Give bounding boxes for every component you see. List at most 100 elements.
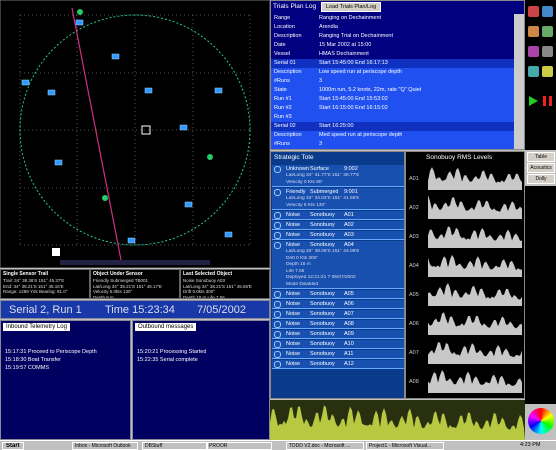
outbound-title: Outbound messages	[135, 323, 196, 331]
tool-icon[interactable]	[528, 6, 539, 17]
plan-value: Start 16:15:00 End 16:15:02	[319, 105, 388, 111]
tool-icon[interactable]	[542, 66, 553, 77]
tote-type: Sonobuoy	[310, 212, 335, 218]
tote-type: Sonobuoy	[310, 222, 335, 228]
side-button[interactable]: Acoustics	[527, 163, 555, 173]
tote-icon	[274, 222, 281, 229]
plan-key: Description	[274, 33, 302, 39]
start-button[interactable]: Start	[2, 442, 24, 450]
tote-id: A12	[344, 361, 354, 367]
play-button[interactable]	[529, 96, 538, 106]
inbound-line: 15:18:30 Boat Transfer	[5, 357, 61, 363]
plan-key: Range	[274, 15, 290, 21]
task-button[interactable]: DBStuff	[142, 442, 208, 450]
tool-icon[interactable]	[542, 46, 553, 57]
rms-trace	[428, 193, 522, 219]
tote-icon	[274, 212, 281, 219]
tote-id: A08	[344, 321, 354, 327]
plan-row: Serial 02 Start 16:25:00	[271, 122, 514, 131]
date: 7/05/2002	[197, 304, 246, 316]
info-line: End: 34° 38.21'S 151° 45.16'E	[3, 284, 64, 289]
buoy-label: A05	[409, 292, 419, 298]
tote-kind: Noise	[286, 301, 300, 307]
trials-title: Trials Plan Log	[273, 3, 316, 10]
plan-value: 15 Mar 2002 at 15:00	[319, 42, 371, 48]
plan-key: Date	[274, 42, 286, 48]
tote-type: Sonobuoy	[310, 321, 335, 327]
side-button[interactable]: Table	[527, 152, 555, 162]
buoy-label: A01	[409, 176, 419, 182]
tool-icon[interactable]	[542, 26, 553, 37]
plan-value: Ranging on Dechainment	[319, 15, 381, 21]
rms-trace	[428, 367, 522, 393]
tool-icon[interactable]	[542, 6, 553, 17]
tote-detail: Lat/Long 34° 41.77'S 151° 38.77'E	[286, 173, 359, 178]
tote-id: 9:001	[344, 189, 358, 195]
info-line: Velocity 5.0kts 130°	[93, 289, 132, 294]
tool-icon[interactable]	[528, 26, 539, 37]
plan-value: 3	[319, 141, 322, 147]
task-button[interactable]: Project1 - Microsoft Visual...	[366, 442, 444, 450]
plan-value: Start 15:45:00 End 16:17:13	[319, 60, 388, 66]
tote-type: Sonobuoy	[310, 361, 335, 367]
tote-type: Sonobuoy	[310, 311, 335, 317]
plan-key: Description	[274, 69, 302, 75]
plan-key: State	[274, 87, 287, 93]
load-button[interactable]: Load Trials Plan/Log	[321, 2, 381, 12]
plan-key: Serial 02	[274, 123, 296, 129]
tool-icon[interactable]	[528, 66, 539, 77]
task-button[interactable]: PROOR	[206, 442, 272, 450]
tote-kind: Noise	[286, 212, 300, 218]
pause-button[interactable]	[543, 96, 552, 106]
tote-icon	[274, 166, 281, 173]
tote-icon	[274, 189, 281, 196]
rms-trace	[428, 251, 522, 277]
clock-time: Time 15:23:34	[105, 304, 175, 316]
tote-kind: Noise	[286, 341, 300, 347]
task-button[interactable]: TDDD V2.doc - Microsoft ...	[286, 442, 364, 450]
info-title: Object Under Sensor	[93, 271, 143, 277]
plan-key: Location	[274, 24, 295, 30]
radar-display	[0, 0, 270, 268]
info-line: Drift 0.0kts 300°	[183, 289, 215, 294]
tote-detail: Depth 18 m	[286, 262, 311, 267]
plan-value: Start 16:25:00	[319, 123, 354, 129]
tote-detail: Deployed 12:21:21 7 05/07/2002	[286, 275, 356, 280]
tote-type: Sonobuoy	[310, 351, 335, 357]
tote-icon	[274, 341, 281, 348]
tote-type: Sonobuoy	[310, 301, 335, 307]
app-window: { "info_panels": [ {"title": "Single Sen…	[0, 0, 556, 450]
plan-key: Description	[274, 132, 302, 138]
tote-type: Sonobuoy	[310, 341, 335, 347]
toolbar-icons	[525, 0, 556, 150]
tote-detail: Life 7.56	[286, 269, 304, 274]
trials-plan-panel: Trials Plan Log Load Trials Plan/Log Range…	[270, 0, 525, 150]
tote-type: Surface	[310, 166, 329, 172]
side-button[interactable]: Dolly	[527, 174, 555, 184]
tool-icon[interactable]	[528, 46, 539, 57]
plan-key: Serial 01	[274, 60, 296, 66]
task-button[interactable]: Inbox - Microsoft Outlook	[72, 442, 138, 450]
